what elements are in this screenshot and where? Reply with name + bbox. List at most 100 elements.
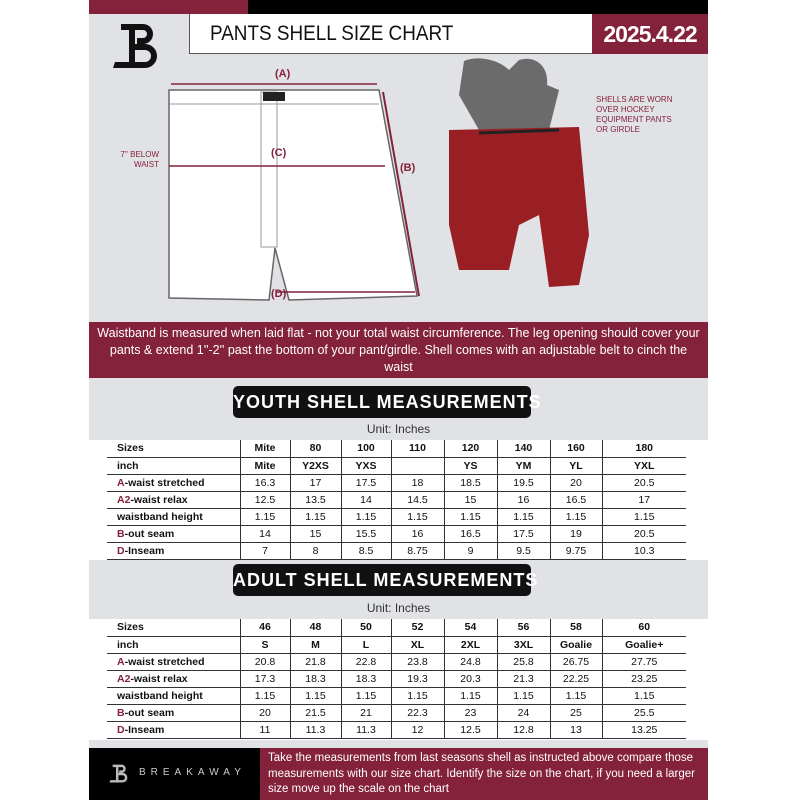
row-label-text: waistband height — [117, 510, 203, 523]
table-cell: 56 — [496, 619, 551, 637]
table-cell: 21.5 — [289, 703, 342, 722]
table-cell: 23 — [443, 703, 498, 722]
table-cell: 11.3 — [289, 720, 342, 739]
table-cell: 12.5 — [239, 490, 291, 509]
table-cell: 100 — [340, 440, 392, 458]
table-cell: 15 — [289, 524, 342, 543]
table-cell: 17.5 — [340, 473, 392, 492]
table-cell: 16 — [390, 524, 445, 543]
table-cell: 16.5 — [443, 524, 498, 543]
table-cell: 1.15 — [390, 507, 445, 526]
row-label-text: -Inseam — [124, 723, 165, 736]
row-label: D-Inseam — [107, 720, 241, 739]
table-row: Sizes 46 48 50 52 54 56 58 60 — [107, 619, 686, 637]
table-cell: 1.15 — [239, 686, 291, 705]
breakaway-logo-icon — [109, 764, 128, 783]
table-cell: 13.25 — [601, 720, 686, 739]
table-cell: 8.75 — [390, 541, 445, 560]
table-cell: 1.15 — [443, 686, 498, 705]
table-cell: 15.5 — [340, 524, 392, 543]
row-label: A2-waist relax — [107, 490, 241, 509]
table-cell: 120 — [443, 440, 498, 458]
row-label-text: -Inseam — [124, 544, 165, 557]
table-cell: 52 — [390, 619, 445, 637]
row-label-text: -out seam — [124, 527, 175, 540]
table-cell: 10.3 — [601, 541, 686, 560]
row-label: inch — [107, 635, 241, 654]
table-cell: 140 — [496, 440, 551, 458]
table-cell: 1.15 — [443, 507, 498, 526]
table-cell: 25 — [549, 703, 603, 722]
row-label: waistband height — [107, 686, 241, 705]
row-label-prefix: A — [117, 655, 125, 668]
row-label: A2-waist relax — [107, 669, 241, 688]
table-cell: 50 — [340, 619, 392, 637]
table-cell: 22.25 — [549, 669, 603, 688]
breakaway-logo-icon — [113, 24, 157, 68]
row-label: B-out seam — [107, 703, 241, 722]
adult-unit: Unit: Inches — [366, 601, 431, 615]
table-cell: 3XL — [496, 635, 551, 654]
title-box: PANTS SHELL SIZE CHART — [189, 14, 593, 54]
table-cell: 19.5 — [496, 473, 551, 492]
table-cell: 18.5 — [443, 473, 498, 492]
row-label: Sizes — [107, 440, 241, 458]
row-label-text: -waist stretched — [124, 476, 205, 489]
table-cell: 9.75 — [549, 541, 603, 560]
table-cell: 19.3 — [390, 669, 445, 688]
table-cell: YL — [549, 456, 603, 475]
table-row: A-waist stretched 16.3 17 17.5 18 18.5 19.5 20 2… — [107, 473, 686, 492]
below-waist-note: 7'' BELOW WAIST — [120, 150, 159, 169]
table-cell: 17.5 — [496, 524, 551, 543]
table-cell: 1.15 — [390, 686, 445, 705]
row-label-text: -waist relax — [130, 672, 188, 685]
table-row: D-Inseam 7 8 8.5 8.75 9 9.5 9.75 10.3 — [107, 541, 686, 560]
label-a: (A) — [275, 68, 291, 80]
table-cell: 8.5 — [340, 541, 392, 560]
date-badge: 2025.4.22 — [592, 14, 708, 54]
table-cell: 25.8 — [496, 652, 551, 671]
row-label-prefix: B — [117, 706, 125, 719]
youth-heading: YOUTH SHELL MEASUREMENTS — [233, 386, 541, 418]
row-label: waistband height — [107, 507, 241, 526]
table-cell: 16.3 — [239, 473, 291, 492]
table-cell — [390, 456, 445, 475]
row-label-text: -waist stretched — [124, 655, 205, 668]
table-cell: 21.3 — [496, 669, 551, 688]
top-bar — [248, 0, 708, 14]
table-row: A2-waist relax 12.5 13.5 14 14.5 15 16 16.5 17 — [107, 490, 686, 509]
table-row: Sizes Mite 80 100 110 120 140 160 180 — [107, 440, 686, 458]
table-cell: 22.3 — [390, 703, 445, 722]
row-label-prefix: D — [117, 723, 125, 736]
table-cell: 20.5 — [601, 473, 686, 492]
table-cell: 20 — [239, 703, 291, 722]
table-cell: YM — [496, 456, 551, 475]
table-row: A2-waist relax 17.3 18.3 18.3 19.3 20.3 21.3 22… — [107, 669, 686, 688]
table-cell: 20.5 — [601, 524, 686, 543]
row-label-text: -waist relax — [130, 493, 188, 506]
table-cell: 8 — [289, 541, 342, 560]
table-cell: 11.3 — [340, 720, 392, 739]
table-cell: 1.15 — [549, 507, 603, 526]
table-cell: 1.15 — [289, 507, 342, 526]
table-cell: 12.8 — [496, 720, 551, 739]
label-c: (C) — [271, 147, 287, 159]
table-cell: 15 — [443, 490, 498, 509]
table-cell: 1.15 — [601, 507, 686, 526]
adult-heading: ADULT SHELL MEASUREMENTS — [233, 564, 537, 596]
table-cell: 48 — [289, 619, 342, 637]
table-cell: 22.8 — [340, 652, 392, 671]
table-cell: 27.75 — [601, 652, 686, 671]
label-b: (B) — [400, 162, 416, 174]
table-cell: 1.15 — [289, 686, 342, 705]
youth-table-wrap: Sizes Mite 80 100 110 120 140 160 180 inch Mite Y2X… — [89, 440, 708, 560]
row-label-text: Sizes — [117, 621, 144, 634]
table-cell: 23.8 — [390, 652, 445, 671]
table-cell: 20.8 — [239, 652, 291, 671]
row-label-text: waistband height — [117, 689, 203, 702]
row-label-text: -out seam — [124, 706, 175, 719]
pants-shell-photo — [449, 58, 589, 287]
table-cell: 12 — [390, 720, 445, 739]
table-cell: 12.5 — [443, 720, 498, 739]
row-label-prefix: A2 — [117, 493, 131, 506]
